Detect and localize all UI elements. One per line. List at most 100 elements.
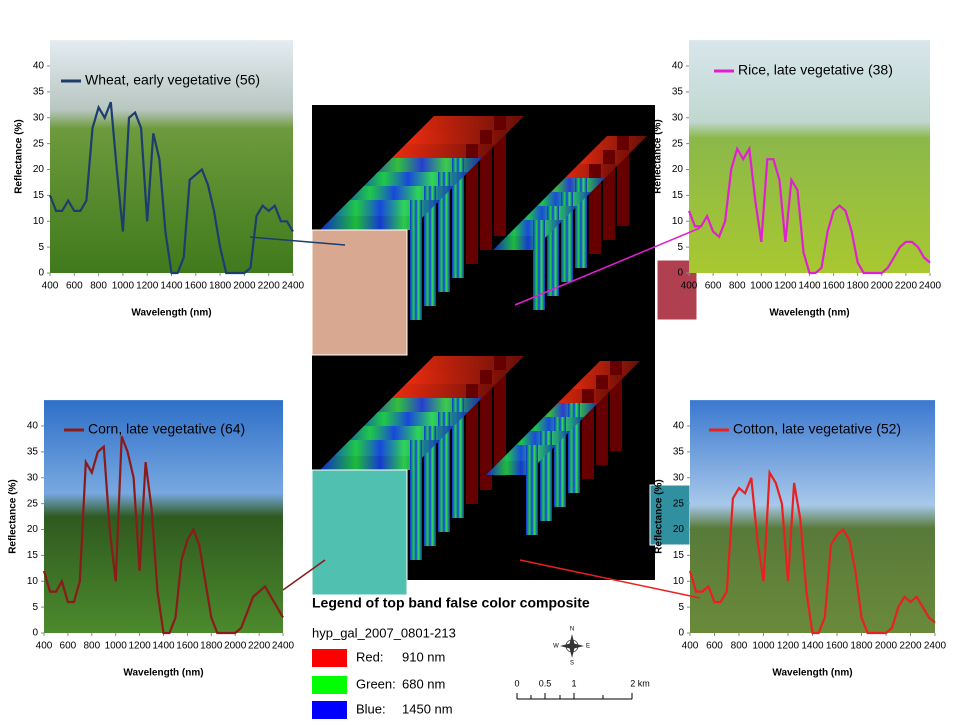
- cube-image: [311, 469, 408, 596]
- x-tick-label: 2000: [233, 281, 256, 292]
- x-tick-label: 1800: [847, 281, 870, 292]
- x-tick-label: 400: [682, 641, 699, 652]
- x-tick-label: 600: [66, 281, 83, 292]
- composite-legend: Legend of top band false color composite…: [312, 595, 590, 719]
- x-tick-label: 1800: [200, 641, 223, 652]
- x-tick-label: 800: [731, 641, 748, 652]
- y-tick-label: 35: [33, 87, 45, 98]
- x-tick-label: 1200: [777, 641, 800, 652]
- y-tick-label: 15: [672, 190, 684, 201]
- hypercube: [486, 361, 691, 546]
- cube-face: [617, 136, 629, 226]
- y-tick-label: 35: [27, 447, 39, 458]
- cube-face: [452, 398, 464, 518]
- legend-label: Corn, late vegetative (64): [88, 421, 245, 437]
- x-tick-label: 2000: [871, 281, 894, 292]
- y-tick-label: 5: [38, 242, 44, 253]
- y-tick-label: 20: [673, 524, 685, 535]
- pointer-arrow: [282, 559, 326, 591]
- cube-face: [452, 158, 464, 278]
- x-tick-label: 1000: [112, 281, 135, 292]
- legend-source: hyp_gal_2007_0801-213: [312, 625, 456, 640]
- scale-label: 2 km: [630, 678, 650, 688]
- y-tick-label: 30: [673, 472, 685, 483]
- scale-label: 0.5: [539, 678, 552, 688]
- scale-bar: 0 0.5 1 2 km: [514, 678, 650, 700]
- cube-face: [480, 130, 492, 250]
- y-tick-label: 25: [672, 138, 684, 149]
- scale-label: 1: [571, 678, 576, 688]
- y-tick-label: 20: [33, 164, 45, 175]
- x-tick-label: 2200: [248, 641, 271, 652]
- y-tick-label: 10: [33, 216, 45, 227]
- x-tick-label: 2400: [282, 281, 305, 292]
- scale-label: 0: [514, 678, 519, 688]
- x-tick-label: 1000: [105, 641, 128, 652]
- x-tick-label: 1000: [752, 641, 775, 652]
- y-tick-label: 5: [678, 602, 684, 613]
- y-tick-label: 15: [673, 550, 685, 561]
- x-tick-label: 1400: [801, 641, 824, 652]
- cube-face: [410, 440, 422, 560]
- cube-image: [649, 484, 691, 546]
- cube-face: [526, 445, 538, 535]
- x-tick-label: 2000: [224, 641, 247, 652]
- y-tick-label: 30: [33, 112, 45, 123]
- cube-face: [410, 200, 422, 320]
- band-label: Red:: [356, 649, 383, 664]
- y-tick-label: 0: [38, 268, 44, 279]
- y-tick-label: 0: [678, 628, 684, 639]
- y-tick-label: 30: [27, 472, 39, 483]
- x-tick-label: 2200: [899, 641, 922, 652]
- x-tick-label: 2200: [258, 281, 281, 292]
- band-value: 680 nm: [402, 676, 445, 691]
- hypercube: [311, 116, 524, 356]
- x-tick-label: 2400: [924, 641, 947, 652]
- y-tick-label: 40: [33, 61, 45, 72]
- y-axis-label: Reflectance (%): [654, 479, 665, 553]
- photo-background: [689, 40, 930, 273]
- cube-face: [568, 403, 580, 493]
- cube-face: [589, 164, 601, 254]
- spectrum-chart: 0 5 10 15 20 25 30 35 40 400 600 800 1000 1200 1400 160…: [8, 400, 326, 679]
- legend-label: Cotton, late vegetative (52): [733, 421, 901, 437]
- y-tick-label: 5: [677, 242, 683, 253]
- cube-face: [582, 389, 594, 479]
- spectrum-line: [48, 101, 294, 275]
- x-tick-label: 2200: [895, 281, 918, 292]
- y-axis-label: Reflectance (%): [653, 119, 664, 193]
- x-tick-label: 1600: [822, 281, 845, 292]
- y-tick-label: 0: [677, 268, 683, 279]
- cube-face: [424, 426, 436, 546]
- x-tick-label: 400: [681, 281, 698, 292]
- x-axis-label: Wavelength (nm): [769, 308, 849, 319]
- band-swatch: [312, 676, 347, 694]
- legend-label: Wheat, early vegetative (56): [85, 72, 260, 88]
- y-tick-label: 5: [32, 602, 38, 613]
- y-tick-label: 20: [672, 164, 684, 175]
- cube-face: [575, 178, 587, 268]
- spectrum-line: [687, 145, 931, 275]
- pointer-arrow: [514, 227, 701, 306]
- x-tick-label: 600: [705, 281, 722, 292]
- compass: N E S W: [553, 627, 590, 667]
- y-tick-label: 10: [27, 576, 39, 587]
- pointer-arrow: [249, 236, 346, 246]
- cube-face: [561, 192, 573, 282]
- y-tick-label: 15: [33, 190, 45, 201]
- pointer-arrow: [519, 559, 701, 599]
- x-tick-label: 1800: [209, 281, 232, 292]
- x-tick-label: 1600: [826, 641, 849, 652]
- band-value: 1450 nm: [402, 701, 453, 716]
- spectrum-chart: 0 5 10 15 20 25 30 35 40 400 600 800 1000 1200 1400 160…: [519, 400, 947, 679]
- compass-letter: S: [570, 661, 574, 667]
- x-tick-label: 400: [36, 641, 53, 652]
- cube-face: [424, 186, 436, 306]
- y-tick-label: 30: [672, 112, 684, 123]
- legend-label: Rice, late vegetative (38): [738, 62, 893, 78]
- y-tick-label: 0: [32, 628, 38, 639]
- x-tick-label: 2400: [919, 281, 942, 292]
- y-tick-label: 35: [672, 87, 684, 98]
- x-tick-label: 800: [83, 641, 100, 652]
- spectrum-line: [42, 436, 284, 635]
